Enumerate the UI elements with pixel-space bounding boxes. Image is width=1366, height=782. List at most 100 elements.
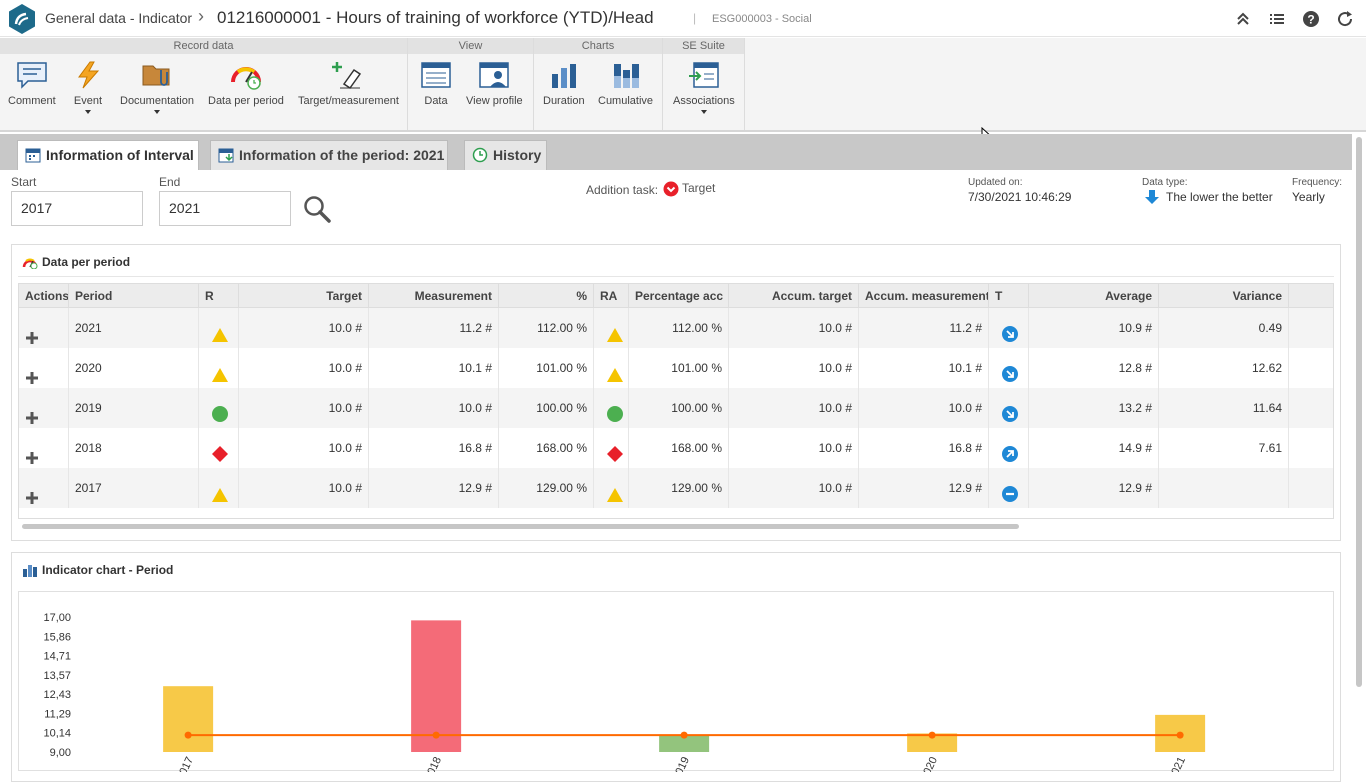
ra-cell — [594, 388, 629, 428]
associations-button[interactable]: Associations — [673, 60, 735, 114]
column-header[interactable]: Measurement — [369, 284, 499, 308]
pct_acc-cell: 101.00 % — [629, 348, 729, 388]
frequency-value: Yearly — [1292, 190, 1325, 204]
table-window-icon — [421, 62, 451, 88]
add-icon[interactable] — [25, 401, 39, 428]
column-header[interactable]: Accum. measurement — [859, 284, 989, 308]
ribbon-group-se-suite: SE Suite Associations — [663, 38, 745, 130]
list-icon[interactable] — [1268, 10, 1286, 28]
target-cell: 10.0 # — [239, 308, 369, 348]
documentation-button[interactable]: Documentation — [120, 60, 194, 114]
profile-window-icon — [479, 62, 510, 88]
variance-cell — [1159, 468, 1289, 508]
table-row[interactable]: 2017 10.0 #12.9 #129.00 % 129.00 % 10.0 #12… — [19, 468, 1333, 508]
actions-cell — [19, 388, 69, 428]
acc_target-cell: 10.0 # — [729, 388, 859, 428]
updated-on-label: Updated on: — [968, 177, 1023, 188]
column-header[interactable]: R — [199, 284, 239, 308]
breadcrumb-parent[interactable]: General data - Indicator — [45, 10, 193, 26]
column-header[interactable]: Variance — [1159, 284, 1289, 308]
table-row[interactable]: 2020 10.0 #10.1 #101.00 % 101.00 % 10.0 #10… — [19, 348, 1333, 388]
add-icon[interactable] — [25, 361, 39, 388]
trend-cell — [989, 388, 1029, 428]
help-icon[interactable]: ? — [1302, 10, 1320, 28]
green-status-icon — [606, 399, 624, 428]
target-cell: 10.0 # — [239, 428, 369, 468]
pct-cell: 112.00 % — [499, 308, 594, 348]
trend-up-right-icon — [1001, 439, 1019, 468]
tab-bar: Information of Interval Information of t… — [0, 134, 1352, 170]
data-view-button[interactable]: Data — [420, 60, 452, 107]
history-clock-icon — [472, 147, 488, 163]
status-cell — [199, 428, 239, 468]
column-header[interactable]: Accum. target — [729, 284, 859, 308]
start-input[interactable]: 2017 — [11, 191, 143, 226]
average-cell: 14.9 # — [1029, 428, 1159, 468]
acc_target-cell: 10.0 # — [729, 428, 859, 468]
data-per-period-button[interactable]: Data per period — [208, 60, 284, 107]
breadcrumb-separator: › — [198, 6, 204, 26]
arrow-down-icon — [1145, 190, 1159, 204]
event-button[interactable]: Event — [73, 60, 103, 114]
y-tick-label: 15,86 — [43, 631, 71, 643]
acc_target-cell: 10.0 # — [729, 308, 859, 348]
folder-attachment-icon — [142, 65, 170, 86]
table-row[interactable]: 2021 10.0 #11.2 #112.00 % 112.00 % 10.0 #11… — [19, 308, 1333, 348]
app-logo-icon[interactable] — [6, 3, 38, 35]
comment-button[interactable]: Comment — [8, 60, 56, 107]
column-header[interactable]: Average — [1029, 284, 1159, 308]
table-row[interactable]: 2018 10.0 #16.8 #168.00 % 168.00 % 10.0 #16… — [19, 428, 1333, 468]
y-tick-label: 11,29 — [44, 708, 71, 720]
add-icon[interactable] — [25, 321, 39, 348]
frequency-label: Frequency: — [1292, 177, 1343, 188]
measurement-cell: 16.8 # — [369, 428, 499, 468]
column-header[interactable]: Target — [239, 284, 369, 308]
trend-down-right-icon — [1001, 319, 1019, 348]
add-icon[interactable] — [25, 441, 39, 468]
calendar-download-icon — [218, 148, 234, 163]
trend-down-right-icon — [1001, 359, 1019, 388]
duration-button[interactable]: Duration — [543, 60, 585, 107]
target-point — [432, 731, 440, 739]
column-header[interactable]: Percentage acc — [629, 284, 729, 308]
tab-label: Information of Interval — [46, 147, 194, 163]
tab-information-of-period[interactable]: Information of the period: 2021 — [210, 140, 448, 170]
vertical-scrollbar[interactable] — [1356, 137, 1362, 687]
data-type-value: The lower the better — [1166, 190, 1273, 204]
yellow-status-icon — [606, 479, 624, 508]
target-cell: 10.0 # — [239, 468, 369, 508]
view-profile-button[interactable]: View profile — [466, 60, 523, 107]
column-header[interactable]: RA — [594, 284, 629, 308]
tab-label: Information of the period: 2021 — [239, 147, 445, 163]
trend-cell — [989, 428, 1029, 468]
horizontal-scrollbar[interactable] — [22, 524, 1019, 529]
search-icon[interactable] — [302, 194, 332, 224]
tab-information-of-interval[interactable]: Information of Interval — [17, 140, 199, 170]
pct-cell: 129.00 % — [499, 468, 594, 508]
calendar-icon — [25, 148, 41, 163]
cumulative-button[interactable]: Cumulative — [598, 60, 653, 107]
end-input[interactable]: 2021 — [159, 191, 291, 226]
target-measurement-button[interactable]: Target/measurement — [298, 60, 399, 107]
refresh-icon[interactable] — [1336, 10, 1354, 28]
chart-bar — [163, 686, 214, 752]
acc_meas-cell: 11.2 # — [859, 308, 989, 348]
acc_target-cell: 10.0 # — [729, 348, 859, 388]
yellow-status-icon — [211, 319, 229, 348]
collapse-up-icon[interactable] — [1234, 10, 1252, 28]
column-header[interactable]: % — [499, 284, 594, 308]
y-tick-label: 14,71 — [43, 651, 71, 663]
column-header[interactable]: Period — [69, 284, 199, 308]
column-header[interactable]: Actions — [19, 284, 69, 308]
ribbon-group-charts: Charts Duration Cumulative — [534, 38, 663, 130]
period-cell: 2017 — [69, 468, 199, 508]
add-icon[interactable] — [25, 481, 39, 508]
pct_acc-cell: 129.00 % — [629, 468, 729, 508]
yellow-status-icon — [606, 319, 624, 348]
tab-history[interactable]: History — [464, 140, 547, 170]
ra-cell — [594, 428, 629, 468]
measurement-cell: 11.2 # — [369, 308, 499, 348]
actions-cell — [19, 308, 69, 348]
table-row[interactable]: 2019 10.0 #10.0 #100.00 % 100.00 % 10.0 #10… — [19, 388, 1333, 428]
column-header[interactable]: T — [989, 284, 1029, 308]
